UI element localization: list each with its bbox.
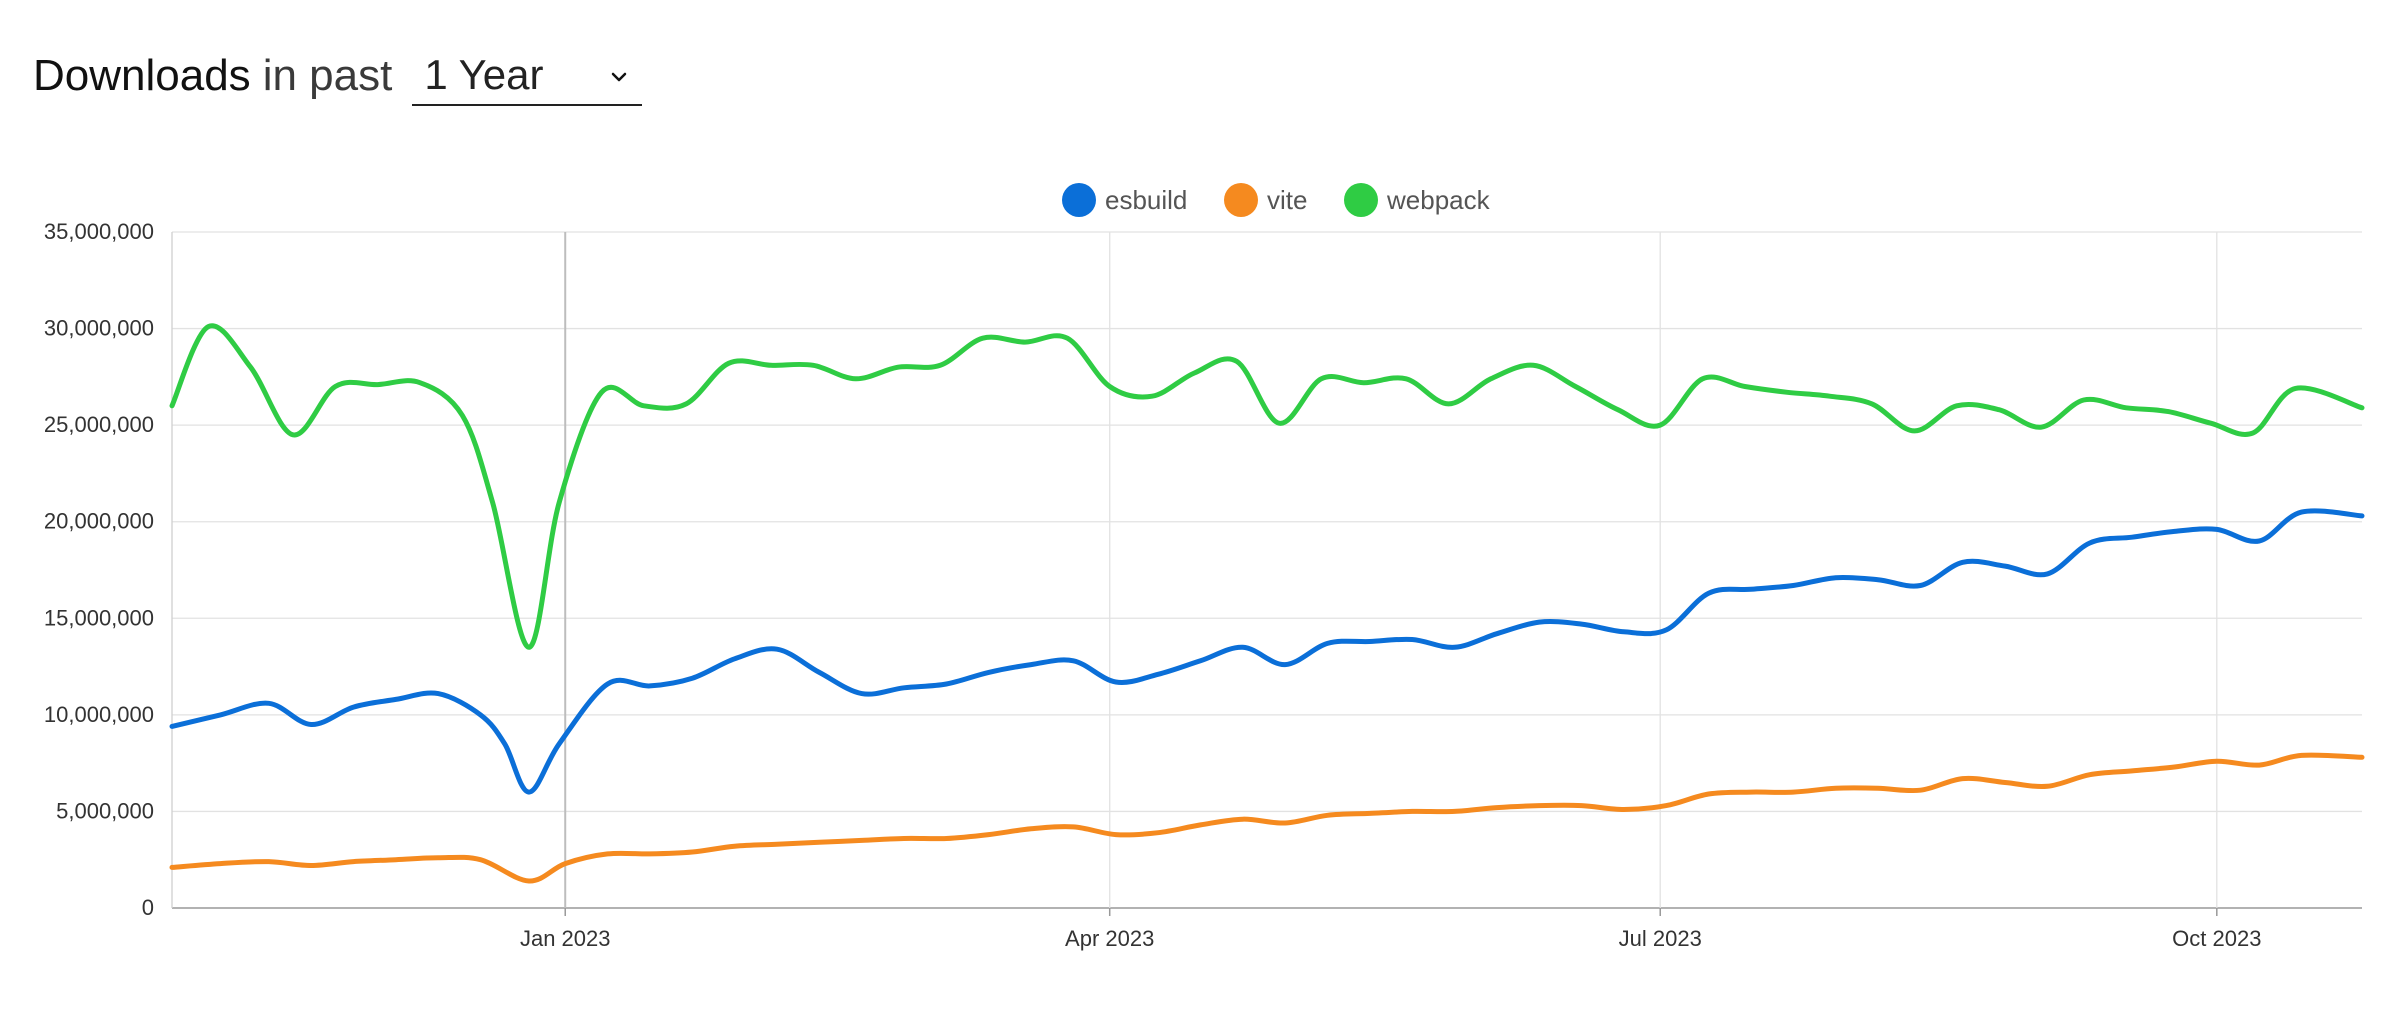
legend-item-webpack[interactable]: webpack <box>1344 183 1491 217</box>
series-line-vite[interactable] <box>169 752 2365 884</box>
y-tick-label: 0 <box>142 895 154 920</box>
y-tick-label: 10,000,000 <box>44 702 154 727</box>
legend-label: webpack <box>1386 185 1491 215</box>
y-tick-label: 5,000,000 <box>56 798 154 823</box>
x-tick-label: Jan 2023 <box>520 926 611 951</box>
x-tick-label: Oct 2023 <box>2172 926 2261 951</box>
legend-item-esbuild[interactable]: esbuild <box>1062 183 1187 217</box>
x-tick-label: Apr 2023 <box>1065 926 1154 951</box>
legend-item-vite[interactable]: vite <box>1224 183 1307 217</box>
chevron-down-icon <box>612 72 627 82</box>
y-tick-label: 15,000,000 <box>44 605 154 630</box>
y-tick-label: 35,000,000 <box>44 219 154 244</box>
legend-swatch <box>1344 183 1378 217</box>
title-suffix: in past <box>262 51 393 100</box>
legend-label: vite <box>1267 185 1307 215</box>
series-line-webpack[interactable] <box>169 323 2365 650</box>
period-select-value: 1 Year <box>424 51 544 98</box>
chart-header: Downloads in past 1 Year <box>33 44 643 108</box>
page-title: Downloads <box>33 51 251 100</box>
y-tick-label: 25,000,000 <box>44 412 154 437</box>
legend-swatch <box>1062 183 1096 217</box>
series-line-esbuild[interactable] <box>169 508 2365 795</box>
legend-swatch <box>1224 183 1258 217</box>
y-tick-label: 20,000,000 <box>44 509 154 534</box>
y-tick-label: 30,000,000 <box>44 316 154 341</box>
legend-label: esbuild <box>1105 185 1187 215</box>
x-tick-label: Jul 2023 <box>1619 926 1702 951</box>
period-select[interactable]: 1 Year <box>412 46 643 106</box>
